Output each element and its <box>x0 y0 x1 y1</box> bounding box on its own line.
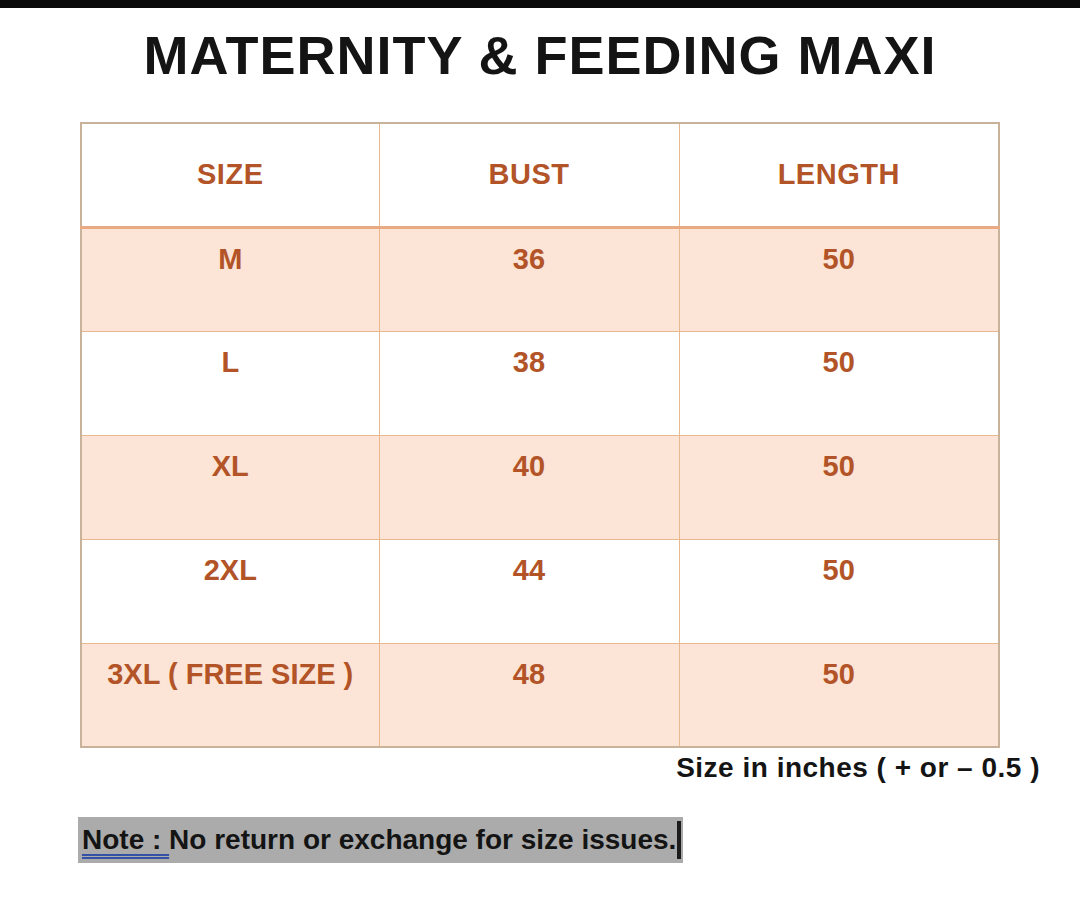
top-border-strip <box>0 0 1080 8</box>
size-cell: M <box>81 227 379 331</box>
bust-cell: 38 <box>379 331 679 435</box>
column-header-bust: BUST <box>379 123 679 227</box>
note-label: Note : <box>82 824 169 856</box>
bust-cell: 44 <box>379 539 679 643</box>
length-cell: 50 <box>679 227 999 331</box>
table-row: 3XL ( FREE SIZE ) 48 50 <box>81 643 999 747</box>
length-cell: 50 <box>679 435 999 539</box>
column-header-length: LENGTH <box>679 123 999 227</box>
size-cell: 3XL ( FREE SIZE ) <box>81 643 379 747</box>
table-header-row: SIZE BUST LENGTH <box>81 123 999 227</box>
size-cell: XL <box>81 435 379 539</box>
table-row: M 36 50 <box>81 227 999 331</box>
bust-cell: 36 <box>379 227 679 331</box>
table-row: XL 40 50 <box>81 435 999 539</box>
size-cell: L <box>81 331 379 435</box>
length-cell: 50 <box>679 539 999 643</box>
bust-cell: 40 <box>379 435 679 539</box>
size-chart-table: SIZE BUST LENGTH M 36 50 L 38 50 XL 40 5… <box>80 122 1000 748</box>
table-row: 2XL 44 50 <box>81 539 999 643</box>
note-highlighted-text[interactable]: Note : No return or exchange for size is… <box>78 817 683 863</box>
length-cell: 50 <box>679 643 999 747</box>
table-row: L 38 50 <box>81 331 999 435</box>
size-units-caption: Size in inches ( + or – 0.5 ) <box>0 752 1040 784</box>
text-cursor <box>677 821 681 859</box>
length-cell: 50 <box>679 331 999 435</box>
bust-cell: 48 <box>379 643 679 747</box>
size-cell: 2XL <box>81 539 379 643</box>
column-header-size: SIZE <box>81 123 379 227</box>
page-title: MATERNITY & FEEDING MAXI <box>0 24 1080 86</box>
note-text: No return or exchange for size issues. <box>169 824 676 856</box>
